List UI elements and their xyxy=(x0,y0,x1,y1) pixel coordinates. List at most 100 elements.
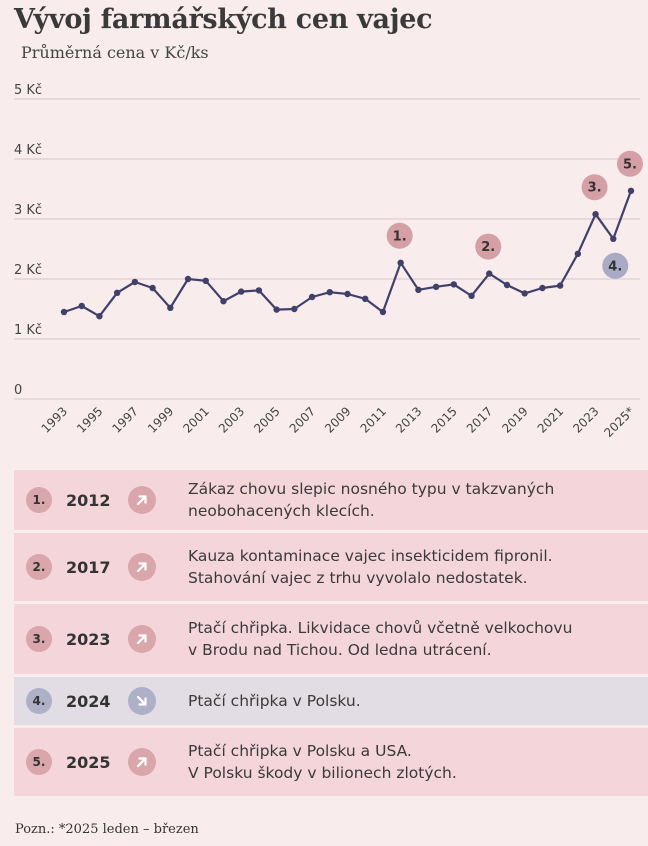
x-tick-label: 2015 xyxy=(428,404,459,435)
data-point xyxy=(255,287,263,294)
event-description: Zákaz chovu slepic nosného typu v takzva… xyxy=(188,478,646,522)
arrow-down-right-icon xyxy=(128,687,156,715)
data-point xyxy=(486,270,493,277)
series-line xyxy=(63,190,633,318)
arrow-up-right-icon xyxy=(128,748,156,776)
y-tick-label: 4 Kč xyxy=(14,143,42,158)
y-tick-label: 1 Kč xyxy=(14,323,42,338)
chart-subtitle: Průměrná cena v Kč/ks xyxy=(21,43,209,62)
x-tick-label: 2009 xyxy=(322,404,353,435)
event-year: 2012 xyxy=(66,490,111,510)
data-point xyxy=(610,235,617,242)
data-point xyxy=(78,302,85,310)
event-description-line: Kauza kontaminace vajec insekticidem fip… xyxy=(188,547,553,565)
event-description-line: Ptačí chřipka v Polsku a USA. xyxy=(188,742,412,760)
event-number-badge: 3. xyxy=(26,626,52,652)
x-tick-label: 2025* xyxy=(601,404,637,440)
data-point xyxy=(379,308,387,316)
event-year: 2017 xyxy=(66,557,111,577)
data-point xyxy=(237,288,245,295)
event-row: 4. 2024 Ptačí chřipka v Polsku. xyxy=(14,677,648,725)
annotation-label: 4. xyxy=(608,259,622,274)
event-description-line: V Polsku škody v bilionech zlotých. xyxy=(188,764,457,782)
data-point xyxy=(273,306,280,313)
data-point xyxy=(326,289,333,296)
data-point xyxy=(308,293,316,301)
data-point xyxy=(220,298,227,305)
data-point xyxy=(291,305,298,313)
data-point xyxy=(149,284,156,292)
data-point xyxy=(60,308,68,316)
data-point xyxy=(202,277,209,284)
event-description: Ptačí chřipka. Likvidace chovů včetně ve… xyxy=(188,617,646,661)
data-point xyxy=(592,211,599,218)
data-point xyxy=(113,289,121,296)
x-tick-label: 1995 xyxy=(74,404,105,435)
event-description-line: Zákaz chovu slepic nosného typu v takzva… xyxy=(188,480,555,498)
data-point xyxy=(397,259,404,266)
annotation-label: 5. xyxy=(623,157,637,172)
event-number-badge: 4. xyxy=(26,688,52,714)
data-point xyxy=(556,282,564,289)
data-point xyxy=(344,290,351,298)
annotation-badge xyxy=(386,222,413,249)
chart-title: Vývoj farmářských cen vajec xyxy=(14,4,433,35)
data-point xyxy=(362,295,369,302)
annotation-badge xyxy=(581,174,608,201)
data-point xyxy=(96,313,103,320)
event-description-line: Stahování vajec z trhu vyvolalo nedostat… xyxy=(188,569,528,587)
data-point xyxy=(131,278,139,286)
annotation-badge xyxy=(602,252,629,279)
x-tick-label: 2019 xyxy=(499,404,530,435)
annotation-label: 2. xyxy=(481,240,495,255)
x-tick-label: 2011 xyxy=(358,404,389,435)
data-point xyxy=(539,284,546,292)
data-point xyxy=(574,250,582,257)
event-year: 2024 xyxy=(66,691,111,711)
event-row: 1. 2012 Zákaz chovu slepic nosného typu v … xyxy=(14,470,648,530)
event-description-line: neobohacených klecích. xyxy=(188,502,375,520)
data-point xyxy=(450,281,458,288)
event-description-line: Ptačí chřipka v Polsku. xyxy=(188,692,361,710)
annotation-badge xyxy=(475,233,502,260)
x-tick-label: 2021 xyxy=(535,404,566,435)
event-number-badge: 5. xyxy=(26,749,52,775)
data-point xyxy=(627,187,635,194)
x-tick-label: 1999 xyxy=(145,404,176,435)
event-year: 2023 xyxy=(66,629,111,649)
data-point xyxy=(521,290,528,297)
x-tick-label: 2013 xyxy=(393,404,424,435)
x-tick-label: 2005 xyxy=(251,404,282,435)
data-point xyxy=(503,281,511,289)
annotation-badge xyxy=(617,150,643,177)
y-tick-label: 3 Kč xyxy=(14,203,42,218)
data-point xyxy=(167,304,174,311)
y-tick-label: 0 xyxy=(14,383,22,398)
event-description: Kauza kontaminace vajec insekticidem fip… xyxy=(188,545,646,589)
annotation-label: 1. xyxy=(393,229,407,244)
event-number-badge: 2. xyxy=(26,554,52,580)
data-point xyxy=(468,292,475,299)
x-tick-label: 2007 xyxy=(287,404,318,435)
event-description-line: v Brodu nad Tichou. Od ledna utrácení. xyxy=(188,641,492,659)
x-tick-label: 2023 xyxy=(570,404,601,435)
data-point xyxy=(415,286,422,293)
arrow-up-right-icon xyxy=(128,553,156,581)
y-tick-label: 5 Kč xyxy=(14,83,42,98)
event-description: Ptačí chřipka v Polsku a USA. V Polsku šk… xyxy=(188,740,646,784)
x-tick-label: 2001 xyxy=(180,404,211,435)
footnote: Pozn.: *2025 leden – březen xyxy=(15,822,199,837)
arrow-up-right-icon xyxy=(128,625,156,653)
arrow-up-right-icon xyxy=(128,486,156,514)
event-description: Ptačí chřipka v Polsku. xyxy=(188,690,646,712)
y-tick-label: 2 Kč xyxy=(14,263,42,278)
data-point xyxy=(432,283,440,290)
event-description-line: Ptačí chřipka. Likvidace chovů včetně ve… xyxy=(188,619,573,637)
event-row: 5. 2025 Ptačí chřipka v Polsku a USA. V Pol… xyxy=(14,728,648,796)
data-point xyxy=(184,275,192,283)
x-tick-label: 2003 xyxy=(216,404,247,435)
x-tick-label: 2017 xyxy=(464,404,495,435)
x-tick-label: 1993 xyxy=(39,404,70,435)
x-tick-label: 1997 xyxy=(109,404,140,435)
